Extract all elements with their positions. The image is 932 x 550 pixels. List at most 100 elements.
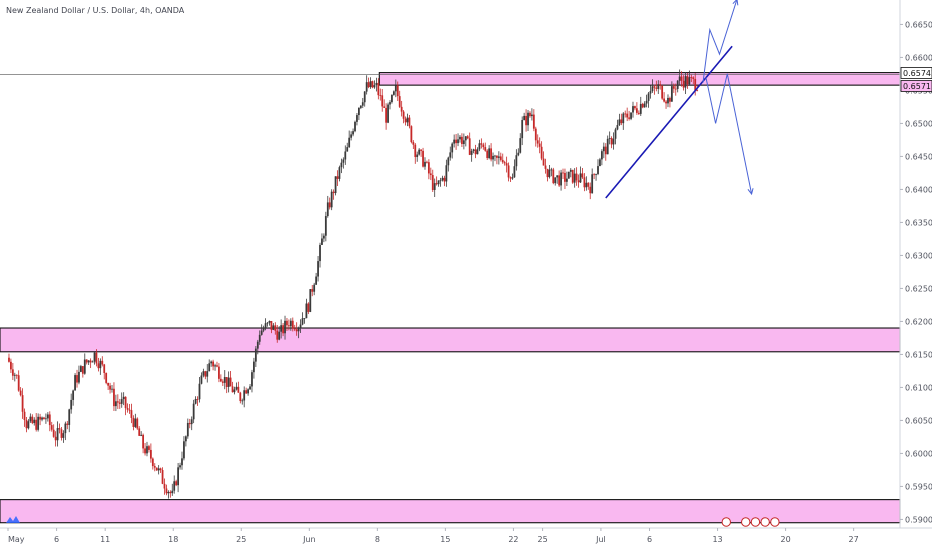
candle-body — [558, 175, 561, 186]
candle-body — [385, 107, 388, 123]
candle-body — [575, 173, 578, 181]
candle-body — [253, 361, 255, 373]
candle-body — [490, 148, 492, 160]
candle-body — [649, 91, 652, 94]
candle-body — [81, 366, 84, 374]
candle-body — [171, 490, 174, 494]
price-badge — [900, 80, 932, 92]
candle-body — [610, 138, 613, 145]
candle-body — [188, 422, 191, 425]
candle-body — [13, 374, 16, 376]
candle-body — [70, 399, 73, 410]
candle-body — [43, 417, 45, 420]
candle-body — [377, 82, 380, 96]
x-tick-label: 27 — [849, 535, 859, 544]
candle-body — [567, 171, 570, 179]
candle-body — [447, 157, 450, 166]
candle-body — [682, 80, 685, 88]
candle-body — [429, 173, 432, 176]
candle-body — [453, 139, 456, 144]
candle-body — [346, 147, 349, 152]
candle-body — [225, 377, 228, 387]
candle-body — [525, 115, 527, 126]
candle-body — [198, 383, 201, 400]
candle-body — [431, 175, 434, 190]
candle-body — [46, 414, 49, 419]
candle-body — [72, 390, 75, 400]
candle-body — [389, 102, 391, 105]
candle-body — [593, 174, 596, 176]
candle-body — [669, 97, 671, 102]
candle-body — [146, 446, 148, 454]
candle-body — [202, 371, 205, 376]
candle-body — [324, 216, 327, 236]
chart-title: New Zealand Dollar / U.S. Dollar, 4h, OA… — [6, 6, 185, 15]
candle-body — [482, 144, 485, 148]
x-tick-label: 13 — [712, 535, 722, 544]
support-resistance-zones[interactable] — [0, 72, 901, 524]
candle-body — [449, 152, 452, 158]
candle-body — [227, 377, 230, 387]
candle-body — [653, 86, 656, 88]
candle-body — [118, 402, 121, 404]
price-badge — [900, 67, 932, 79]
candle-body — [369, 81, 372, 88]
candle-body — [340, 162, 343, 168]
candle-body — [499, 156, 502, 160]
candle-body — [208, 363, 211, 372]
candle-body — [85, 359, 88, 363]
candle-body — [52, 429, 55, 437]
candle-body — [663, 98, 665, 102]
candle-body — [517, 152, 520, 156]
candle-body — [91, 361, 94, 363]
event-flag-icon[interactable] — [760, 517, 770, 527]
candle-body — [527, 112, 529, 126]
candle-body — [87, 360, 90, 363]
event-flag-icon[interactable] — [721, 517, 731, 527]
candle-body — [422, 150, 424, 167]
candle-body — [200, 375, 203, 384]
zone-rectangle[interactable] — [0, 327, 901, 353]
candle-body — [39, 416, 41, 420]
candle-body — [45, 418, 47, 420]
candle-body — [445, 165, 448, 182]
candle-body — [278, 331, 281, 340]
candle-body — [309, 289, 312, 312]
drawings[interactable] — [0, 0, 900, 199]
candle-body — [175, 481, 178, 486]
candle-body — [579, 173, 582, 183]
candle-body — [192, 403, 195, 420]
candle-body — [546, 168, 549, 178]
candle-body — [424, 161, 426, 167]
candle-body — [560, 172, 562, 186]
candle-body — [618, 119, 621, 126]
candle-body — [33, 419, 36, 424]
event-flag-icon[interactable] — [741, 517, 751, 527]
tradingview-logo-icon — [6, 512, 20, 530]
candle-body — [496, 155, 498, 158]
candle-body — [661, 85, 664, 99]
candle-body — [635, 108, 638, 113]
candle-body — [186, 422, 189, 437]
candle-body — [54, 436, 57, 441]
projection-path[interactable] — [705, 73, 753, 195]
candle-body — [272, 325, 275, 330]
candle-body — [457, 139, 459, 144]
candle-body — [284, 320, 286, 334]
event-flag-icon[interactable] — [770, 517, 780, 527]
candle-body — [509, 177, 512, 179]
candle-body — [492, 155, 494, 160]
candle-body — [105, 372, 108, 383]
projection-path[interactable] — [702, 0, 738, 83]
candle-body — [435, 183, 438, 185]
candle-body — [326, 202, 329, 217]
event-flag-icon[interactable] — [750, 517, 761, 527]
candle-body — [694, 78, 697, 91]
trendline[interactable] — [605, 45, 733, 199]
candle-body — [48, 414, 51, 426]
